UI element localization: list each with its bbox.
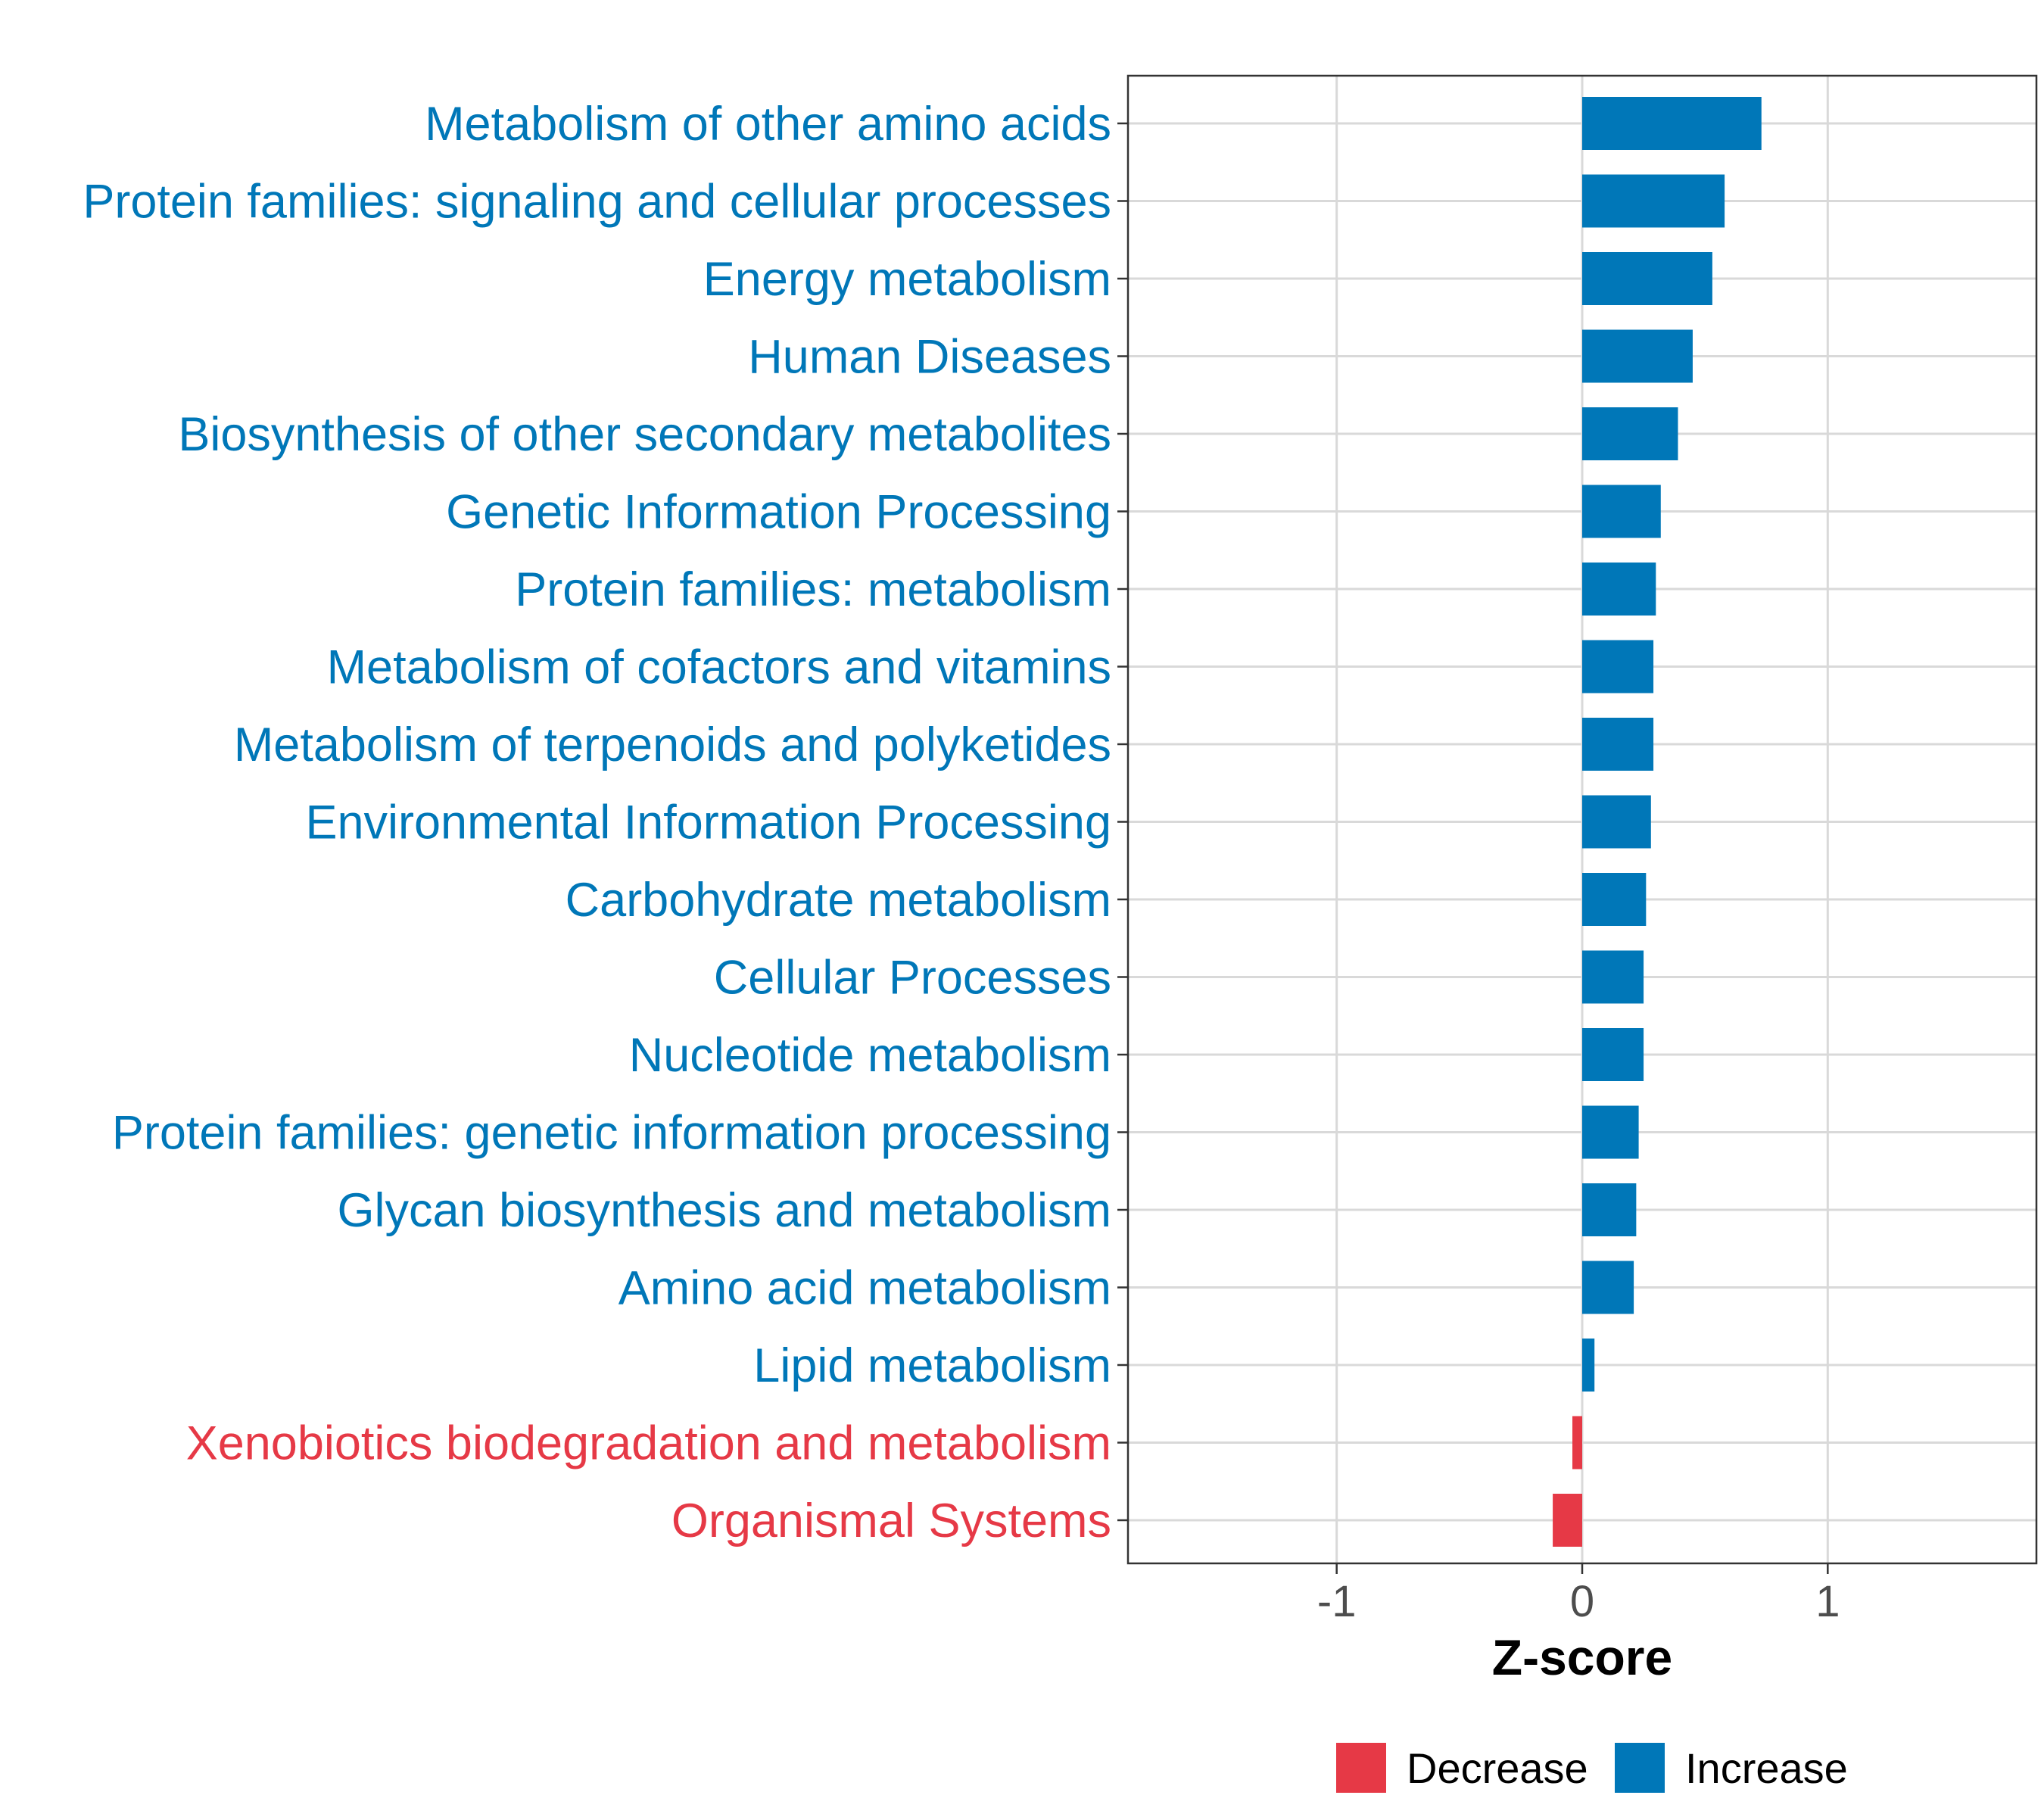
bar-increase [1582,563,1656,616]
category-label: Genetic Information Processing [446,486,1111,539]
category-label: Xenobiotics biodegradation and metabolis… [186,1417,1111,1470]
category-label: Metabolism of cofactors and vitamins [327,641,1111,694]
category-label: Nucleotide metabolism [629,1029,1111,1082]
bar-increase [1582,873,1647,926]
x-axis-ticks: -1 0 1 [1317,1563,1840,1626]
bar-increase [1582,1261,1634,1314]
category-label: Human Diseases [748,331,1111,384]
category-label: Lipid metabolism [753,1339,1111,1392]
bar-increase [1582,795,1651,849]
bar-increase [1582,329,1693,383]
bar-increase [1582,97,1762,150]
bar-increase [1582,407,1678,460]
bar-increase [1582,252,1712,305]
y-axis-category-labels: Metabolism of other amino acids Protein f… [83,98,1111,1547]
category-label: Metabolism of terpenoids and polyketides [234,718,1111,771]
category-label: Glycan biosynthesis and metabolism [338,1184,1112,1237]
legend-swatch-decrease [1336,1743,1386,1793]
category-label: Metabolism of other amino acids [425,98,1111,151]
bar-increase [1582,1105,1639,1159]
legend-label-decrease: Decrease [1407,1744,1588,1792]
legend-label-increase: Increase [1685,1744,1848,1792]
x-tick-label: 0 [1570,1577,1594,1626]
bar-increase [1582,640,1654,693]
x-tick-label: 1 [1815,1577,1840,1626]
category-label: Energy metabolism [703,253,1111,306]
bars [1553,97,1762,1547]
category-label: Cellular Processes [714,952,1111,1005]
bar-increase [1582,1028,1644,1081]
bar-increase [1582,1339,1595,1392]
y-axis-ticks [1117,122,1128,1522]
bar-decrease [1572,1416,1582,1469]
bar-increase [1582,174,1725,228]
bar-increase [1582,485,1661,538]
bar-increase [1582,718,1654,771]
category-label: Carbohydrate metabolism [566,874,1111,927]
category-label: Biosynthesis of other secondary metaboli… [178,408,1111,461]
legend-swatch-increase [1615,1743,1665,1793]
x-axis-title: Z-score [1492,1629,1672,1685]
category-label: Protein families: signaling and cellular… [83,176,1111,229]
bar-increase [1582,950,1644,1004]
bar-increase [1582,1183,1637,1236]
category-label: Protein families: metabolism [515,563,1111,616]
legend: Decrease Increase [1336,1743,1848,1793]
category-label: Environmental Information Processing [305,796,1111,849]
category-label: Amino acid metabolism [618,1262,1111,1315]
category-label: Protein families: genetic information pr… [112,1107,1111,1160]
category-label: Organismal Systems [671,1494,1111,1547]
bar-decrease [1553,1494,1582,1547]
x-tick-label: -1 [1317,1577,1357,1626]
